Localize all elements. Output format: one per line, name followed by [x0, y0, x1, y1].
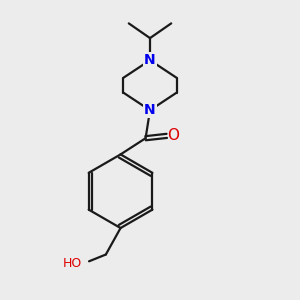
Text: HO: HO	[63, 257, 82, 270]
Text: N: N	[144, 103, 156, 117]
Text: N: N	[144, 53, 156, 67]
Text: O: O	[167, 128, 179, 143]
